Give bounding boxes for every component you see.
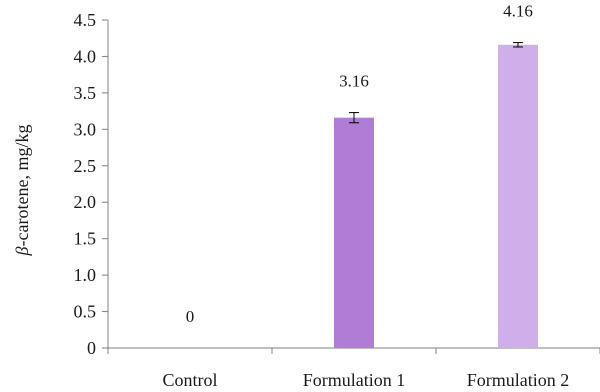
y-tick-label: 1.5 — [74, 229, 97, 249]
category-label: Formulation 1 — [303, 370, 406, 390]
bar — [498, 44, 538, 348]
y-tick-label: 0.5 — [74, 302, 97, 322]
y-tick-label: 2.5 — [74, 156, 97, 176]
category-label: Formulation 2 — [467, 370, 570, 390]
category-label: Control — [162, 370, 217, 390]
data-label: 3.16 — [339, 72, 369, 91]
data-label: 0 — [186, 307, 195, 326]
y-tick-label: 4.5 — [74, 10, 97, 30]
data-label: 4.16 — [503, 2, 533, 21]
x-category-ticks — [107, 348, 600, 354]
error-bars — [349, 42, 523, 124]
category-labels: Control Formulation 1 Formulation 2 — [162, 370, 569, 390]
y-tick-label: 2.0 — [74, 192, 97, 212]
data-labels: 0 3.16 4.16 — [186, 2, 533, 326]
y-tick-label: 0 — [87, 338, 96, 358]
y-axis-title-symbol: β — [12, 246, 32, 256]
y-axis-title-text: -carotene, mg/kg — [12, 125, 32, 247]
y-tick-label: 1.0 — [74, 265, 97, 285]
y-tick-label: 3.0 — [74, 119, 97, 139]
bars — [334, 44, 538, 348]
y-ticks: 0 0.5 1.0 1.5 2.0 2.5 3.0 3.5 4.0 4.5 — [74, 10, 108, 358]
y-axis-title: β-carotene, mg/kg — [12, 125, 32, 257]
y-tick-label: 4.0 — [74, 46, 97, 66]
bar — [334, 117, 374, 348]
y-tick-label: 3.5 — [74, 83, 97, 103]
